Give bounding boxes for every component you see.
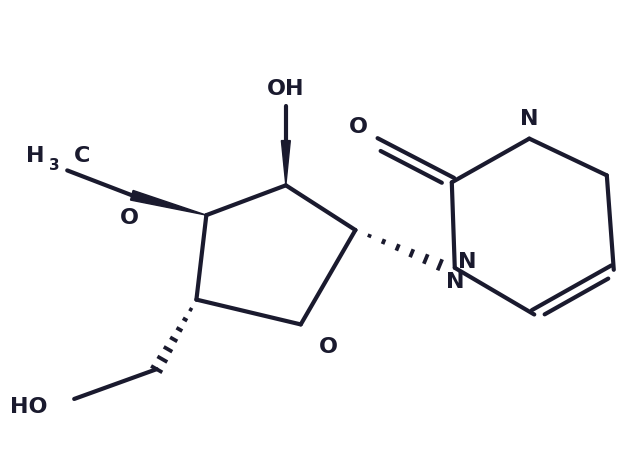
Text: HO: HO <box>10 397 47 417</box>
Text: N: N <box>458 252 476 272</box>
Text: N: N <box>520 109 538 129</box>
Text: O: O <box>120 208 140 228</box>
Text: N: N <box>445 272 464 292</box>
Text: O: O <box>349 117 368 137</box>
Text: O: O <box>319 337 338 357</box>
Text: 3: 3 <box>49 158 60 173</box>
Text: H: H <box>26 146 44 165</box>
Text: C: C <box>74 146 91 165</box>
Polygon shape <box>131 190 206 215</box>
Polygon shape <box>282 141 291 185</box>
Text: OH: OH <box>267 79 305 99</box>
